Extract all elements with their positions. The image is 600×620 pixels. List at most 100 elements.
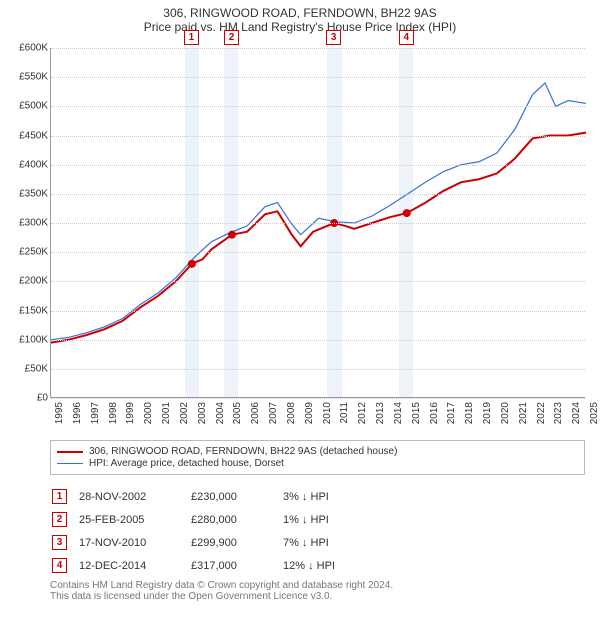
gridline (51, 77, 585, 78)
gridline (51, 48, 585, 49)
sale-date: 12-DEC-2014 (79, 555, 189, 576)
gridline (51, 194, 585, 195)
sale-diff: 1% ↓ HPI (283, 509, 345, 530)
legend: 306, RINGWOOD ROAD, FERNDOWN, BH22 9AS (… (50, 440, 585, 475)
x-tick-label: 2009 (304, 402, 315, 424)
y-tick-label: £100K (4, 334, 48, 345)
y-tick-label: £400K (4, 159, 48, 170)
sale-num-box: 3 (52, 535, 67, 550)
x-tick-label: 2006 (250, 402, 261, 424)
footer-text: Contains HM Land Registry data © Crown c… (50, 580, 393, 602)
sales-row: 3 17-NOV-2010£299,9007% ↓ HPI (52, 532, 345, 553)
y-tick-label: £250K (4, 247, 48, 258)
sale-date: 17-NOV-2010 (79, 532, 189, 553)
sale-dot (228, 231, 236, 239)
sale-num-box: 4 (52, 558, 67, 573)
sale-price: £280,000 (191, 509, 281, 530)
y-tick-label: £550K (4, 72, 48, 83)
y-tick-label: £150K (4, 305, 48, 316)
x-tick-label: 2002 (179, 402, 190, 424)
sale-num-box: 1 (52, 489, 67, 504)
footer-line: Contains HM Land Registry data © Crown c… (50, 580, 393, 591)
x-tick-label: 1997 (90, 402, 101, 424)
x-tick-label: 2019 (482, 402, 493, 424)
sale-date: 28-NOV-2002 (79, 486, 189, 507)
sales-row: 2 25-FEB-2005£280,0001% ↓ HPI (52, 509, 345, 530)
x-tick-label: 2013 (375, 402, 386, 424)
x-tick-label: 2007 (268, 402, 279, 424)
marker-label: 4 (399, 30, 414, 45)
footer-line: This data is licensed under the Open Gov… (50, 591, 393, 602)
y-tick-label: £200K (4, 276, 48, 287)
gridline (51, 311, 585, 312)
x-tick-label: 2024 (571, 402, 582, 424)
y-tick-label: £450K (4, 130, 48, 141)
gridline (51, 369, 585, 370)
legend-swatch (57, 451, 83, 453)
sale-dot (403, 209, 411, 217)
plot-area: 1234 (50, 48, 585, 398)
y-tick-label: £0 (4, 393, 48, 404)
x-tick-label: 2018 (464, 402, 475, 424)
legend-label: 306, RINGWOOD ROAD, FERNDOWN, BH22 9AS (… (89, 446, 397, 457)
chart-container: 306, RINGWOOD ROAD, FERNDOWN, BH22 9AS P… (0, 0, 600, 620)
x-tick-label: 2001 (161, 402, 172, 424)
x-tick-label: 2020 (500, 402, 511, 424)
gridline (51, 223, 585, 224)
legend-item: HPI: Average price, detached house, Dors… (57, 458, 578, 469)
gridline (51, 398, 585, 399)
x-tick-label: 2003 (197, 402, 208, 424)
marker-label: 1 (184, 30, 199, 45)
y-tick-label: £350K (4, 188, 48, 199)
marker-label: 3 (326, 30, 341, 45)
x-tick-label: 2023 (553, 402, 564, 424)
gridline (51, 252, 585, 253)
sale-date: 25-FEB-2005 (79, 509, 189, 530)
y-tick-label: £600K (4, 43, 48, 54)
x-tick-label: 1995 (54, 402, 65, 424)
x-tick-label: 1996 (72, 402, 83, 424)
legend-label: HPI: Average price, detached house, Dors… (89, 458, 284, 469)
y-tick-label: £300K (4, 218, 48, 229)
sale-diff: 12% ↓ HPI (283, 555, 345, 576)
sale-diff: 7% ↓ HPI (283, 532, 345, 553)
x-tick-label: 1998 (108, 402, 119, 424)
sales-row: 1 28-NOV-2002£230,0003% ↓ HPI (52, 486, 345, 507)
x-tick-label: 2008 (286, 402, 297, 424)
sale-dot (188, 260, 196, 268)
x-tick-label: 2011 (339, 402, 350, 424)
x-tick-label: 2017 (446, 402, 457, 424)
sales-table: 1 28-NOV-2002£230,0003% ↓ HPI 2 25-FEB-2005… (50, 484, 347, 578)
gridline (51, 165, 585, 166)
marker-label: 2 (224, 30, 239, 45)
gridline (51, 106, 585, 107)
sale-price: £317,000 (191, 555, 281, 576)
legend-swatch (57, 463, 83, 464)
chart-title: 306, RINGWOOD ROAD, FERNDOWN, BH22 9AS (0, 0, 600, 20)
x-tick-label: 2004 (215, 402, 226, 424)
sales-row: 4 12-DEC-2014£317,00012% ↓ HPI (52, 555, 345, 576)
x-tick-label: 2012 (357, 402, 368, 424)
x-tick-label: 2010 (322, 402, 333, 424)
x-tick-label: 2016 (429, 402, 440, 424)
x-tick-label: 2000 (143, 402, 154, 424)
sale-price: £230,000 (191, 486, 281, 507)
legend-item: 306, RINGWOOD ROAD, FERNDOWN, BH22 9AS (… (57, 446, 578, 457)
y-tick-label: £500K (4, 101, 48, 112)
x-tick-label: 2021 (518, 402, 529, 424)
x-tick-label: 2022 (536, 402, 547, 424)
sale-price: £299,900 (191, 532, 281, 553)
series-line (51, 83, 586, 340)
x-tick-label: 1999 (125, 402, 136, 424)
gridline (51, 136, 585, 137)
gridline (51, 281, 585, 282)
x-tick-label: 2005 (232, 402, 243, 424)
y-tick-label: £50K (4, 363, 48, 374)
x-tick-label: 2025 (589, 402, 600, 424)
sale-num-box: 2 (52, 512, 67, 527)
gridline (51, 340, 585, 341)
chart-subtitle: Price paid vs. HM Land Registry's House … (0, 20, 600, 38)
x-tick-label: 2015 (411, 402, 422, 424)
sale-diff: 3% ↓ HPI (283, 486, 345, 507)
x-tick-label: 2014 (393, 402, 404, 424)
